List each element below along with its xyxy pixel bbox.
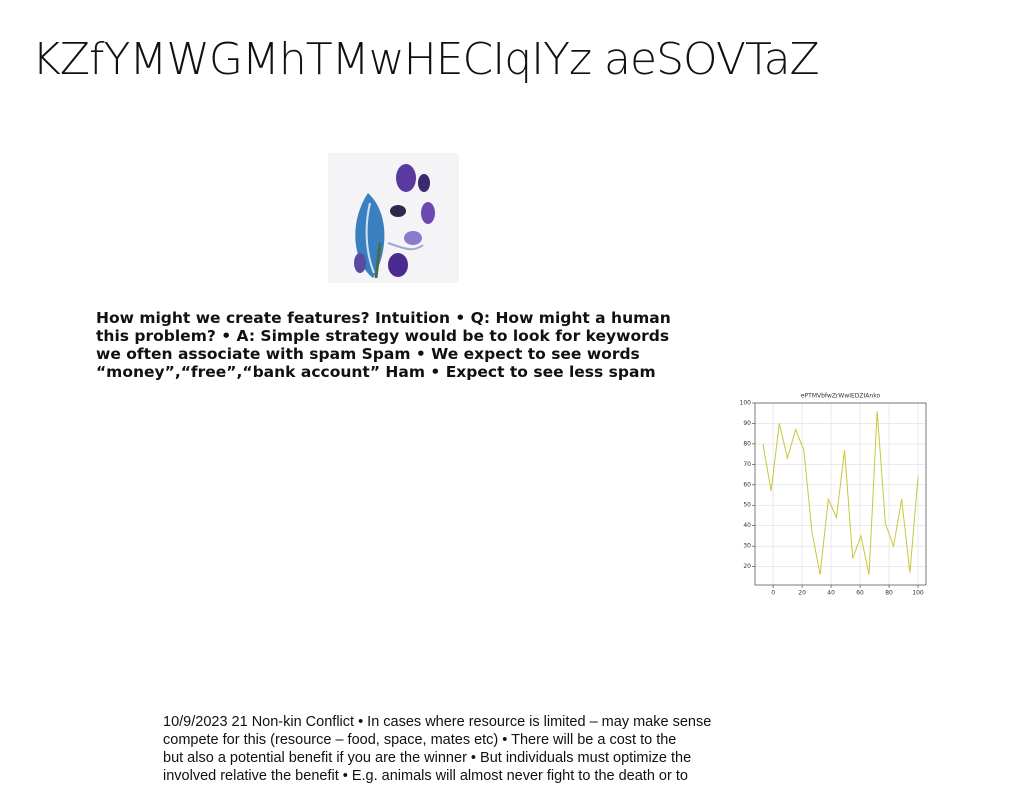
y-tick-label: 100	[740, 400, 752, 407]
x-tick-label: 100	[912, 590, 924, 597]
text-line: involved relative the benefit • E.g. ani…	[163, 768, 688, 784]
y-tick-label: 20	[743, 563, 751, 570]
text-line: this problem? • A: Simple strategy would…	[96, 327, 670, 345]
text-line: but also a potential benefit if you are …	[163, 750, 692, 766]
data-line	[762, 411, 919, 575]
text-line: How might we create features? Intuition …	[96, 309, 671, 327]
text-line: compete for this (resource – food, space…	[163, 732, 677, 748]
x-tick-label: 60	[856, 590, 864, 597]
plot-frame	[754, 402, 927, 586]
chart-title: ePTMVbfwZrWwIEDZIAnko	[801, 393, 881, 400]
y-tick-label: 30	[743, 543, 751, 550]
x-tick-label: 80	[885, 590, 893, 597]
footer-text: 10/9/2023 21 Non-kin Conflict • In cases…	[163, 713, 711, 785]
y-tick-label: 70	[743, 461, 751, 468]
x-tick-label: 40	[827, 590, 835, 597]
y-tick-label: 60	[743, 481, 751, 488]
text-line: “money”,“free”,“bank account” Ham • Expe…	[96, 363, 656, 381]
y-tick-label: 80	[743, 440, 751, 447]
x-tick-label: 20	[798, 590, 806, 597]
x-tick-label: 0	[771, 590, 775, 597]
text-line: we often associate with spam Spam • We e…	[96, 345, 640, 363]
flower-image	[328, 153, 459, 283]
y-tick-label: 40	[743, 522, 751, 529]
text-line: 10/9/2023 21 Non-kin Conflict • In cases…	[163, 714, 712, 730]
slide-title: KZfYMWGMhTMwHECIqIYz aeSOVTaZ	[32, 34, 820, 85]
chart: ePTMVbfwZrWwIEDZIAnko 20 30 40 50 60 70 80 90 100…	[740, 393, 927, 597]
y-tick-label: 90	[743, 420, 751, 427]
bullet-text: How might we create features? Intuition …	[96, 309, 671, 381]
y-tick-label: 50	[743, 502, 751, 509]
